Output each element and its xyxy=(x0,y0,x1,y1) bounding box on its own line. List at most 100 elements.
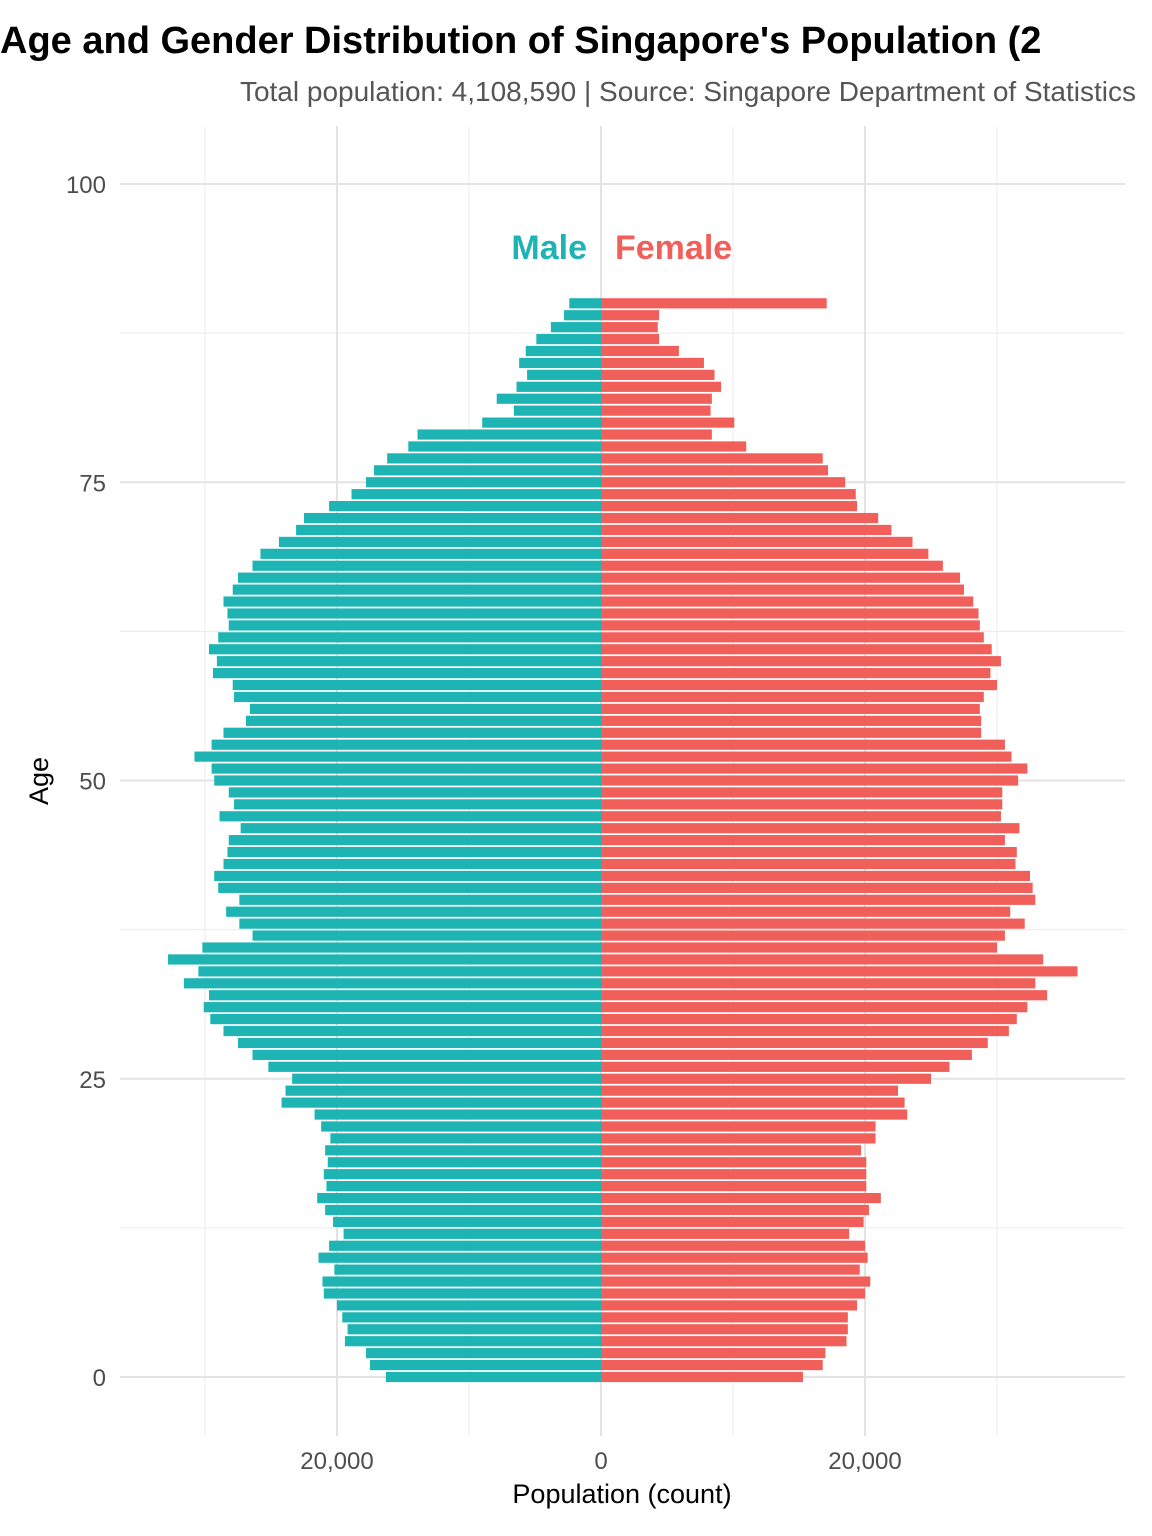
male-bar-age-69 xyxy=(260,548,601,559)
female-bar-age-54 xyxy=(601,727,982,738)
male-bar-age-17 xyxy=(323,1169,601,1180)
female-bar-age-46 xyxy=(601,823,1020,834)
male-bar-age-45 xyxy=(228,835,601,846)
male-bar-age-80 xyxy=(482,417,601,428)
female-bar-age-63 xyxy=(601,620,980,631)
male-bar-age-43 xyxy=(223,858,602,870)
female-bar-age-17 xyxy=(601,1169,867,1180)
male-bar-age-64 xyxy=(227,608,601,619)
female-bar-age-27 xyxy=(601,1049,972,1060)
female-bar-age-24 xyxy=(601,1085,898,1096)
male-bar-age-84 xyxy=(527,369,601,380)
male-bar-age-71 xyxy=(296,524,601,536)
female-bar-age-31 xyxy=(601,1002,1028,1013)
female-bar-age-76 xyxy=(601,465,829,476)
male-bar-age-73 xyxy=(329,501,601,512)
male-bar-age-9 xyxy=(334,1264,601,1275)
female-bar-age-8 xyxy=(601,1276,871,1287)
male-bar-age-8 xyxy=(322,1276,601,1287)
male-bar-age-16 xyxy=(326,1181,601,1192)
male-bar-age-3 xyxy=(344,1336,601,1347)
female-bar-age-83 xyxy=(601,381,722,392)
female-bar-age-28 xyxy=(601,1037,988,1049)
male-bar-age-63 xyxy=(228,620,601,631)
female-bar-age-36 xyxy=(601,942,997,953)
female-bar-age-74 xyxy=(601,489,856,500)
male-bar-age-27 xyxy=(252,1049,601,1060)
female-bar-age-26 xyxy=(601,1061,950,1072)
male-bar-age-52 xyxy=(194,751,601,762)
female-bar-age-51 xyxy=(601,763,1028,774)
male-bar-age-33 xyxy=(183,978,601,989)
female-bar-age-41 xyxy=(601,882,1033,893)
male-bar-age-55 xyxy=(245,715,602,726)
male-bar-age-50 xyxy=(214,775,602,786)
female-bar-age-72 xyxy=(601,512,879,524)
female-bar-age-18 xyxy=(601,1157,867,1168)
female-bar-age-44 xyxy=(601,846,1017,858)
female-bar-age-55 xyxy=(601,715,982,726)
male-bar-age-1 xyxy=(370,1359,601,1371)
chart-title: Age and Gender Distribution of Singapore… xyxy=(0,20,1152,72)
female-bar-age-14 xyxy=(601,1204,869,1216)
female-bar-age-6 xyxy=(601,1300,858,1311)
male-bar-age-78 xyxy=(408,441,601,452)
male-bar-age-30 xyxy=(210,1014,601,1025)
male-bar-age-89 xyxy=(564,310,601,321)
female-bar-age-65 xyxy=(601,596,974,607)
male-bar-age-35 xyxy=(168,954,602,965)
female-bar-age-70 xyxy=(601,536,913,547)
female-bar-age-61 xyxy=(601,644,992,655)
male-bar-age-41 xyxy=(218,882,601,893)
female-bar-age-11 xyxy=(601,1240,865,1251)
male-bar-age-85 xyxy=(519,357,601,369)
x-axis-title: Population (count) xyxy=(512,1479,731,1509)
male-bar-age-87 xyxy=(536,333,601,345)
male-bar-age-21 xyxy=(321,1121,601,1132)
male-label: Male xyxy=(511,229,587,267)
male-bar-age-48 xyxy=(234,799,602,810)
male-bar-age-20 xyxy=(330,1133,601,1144)
male-bar-age-90 xyxy=(569,298,601,309)
female-bar-age-38 xyxy=(601,918,1025,929)
male-bar-age-22 xyxy=(314,1109,601,1120)
male-bar-age-24 xyxy=(285,1085,601,1096)
female-bar-age-60 xyxy=(601,656,1001,667)
female-bar-age-1 xyxy=(601,1359,823,1371)
female-bar-age-7 xyxy=(601,1288,865,1299)
male-bar-age-79 xyxy=(417,429,601,440)
x-tick-label: 20,000 xyxy=(828,1448,901,1475)
male-bar-age-14 xyxy=(325,1204,601,1216)
male-bar-age-31 xyxy=(203,1002,601,1013)
female-bar-age-15 xyxy=(601,1192,881,1204)
female-bar-age-87 xyxy=(601,333,660,345)
male-bar-age-66 xyxy=(232,584,601,595)
male-bar-age-56 xyxy=(249,703,601,715)
female-bar-age-89 xyxy=(601,310,660,321)
female-bar-age-23 xyxy=(601,1097,905,1108)
male-bar-age-11 xyxy=(329,1240,601,1251)
y-tick-label: 0 xyxy=(93,1365,106,1392)
female-bar-age-49 xyxy=(601,787,1003,798)
male-bar-age-62 xyxy=(218,632,601,643)
male-bar-age-5 xyxy=(342,1312,601,1323)
female-bar-age-25 xyxy=(601,1073,931,1084)
male-bar-age-28 xyxy=(238,1037,601,1049)
male-bar-age-82 xyxy=(496,393,601,404)
female-bar-age-9 xyxy=(601,1264,860,1275)
female-bar-age-3 xyxy=(601,1336,847,1347)
male-bar-age-10 xyxy=(318,1252,601,1263)
male-bar-age-57 xyxy=(234,691,602,703)
male-bar-age-18 xyxy=(327,1157,601,1168)
female-bar-age-88 xyxy=(601,322,658,333)
male-bar-age-72 xyxy=(304,512,601,524)
male-bar-age-36 xyxy=(202,942,602,953)
female-bar-age-90 xyxy=(601,298,827,309)
male-bar-age-12 xyxy=(343,1228,601,1239)
male-bar-age-83 xyxy=(516,381,601,392)
female-bar-age-69 xyxy=(601,548,929,559)
male-bar-age-13 xyxy=(333,1216,601,1228)
female-bar-age-0 xyxy=(601,1371,803,1383)
male-bar-age-23 xyxy=(281,1097,601,1108)
